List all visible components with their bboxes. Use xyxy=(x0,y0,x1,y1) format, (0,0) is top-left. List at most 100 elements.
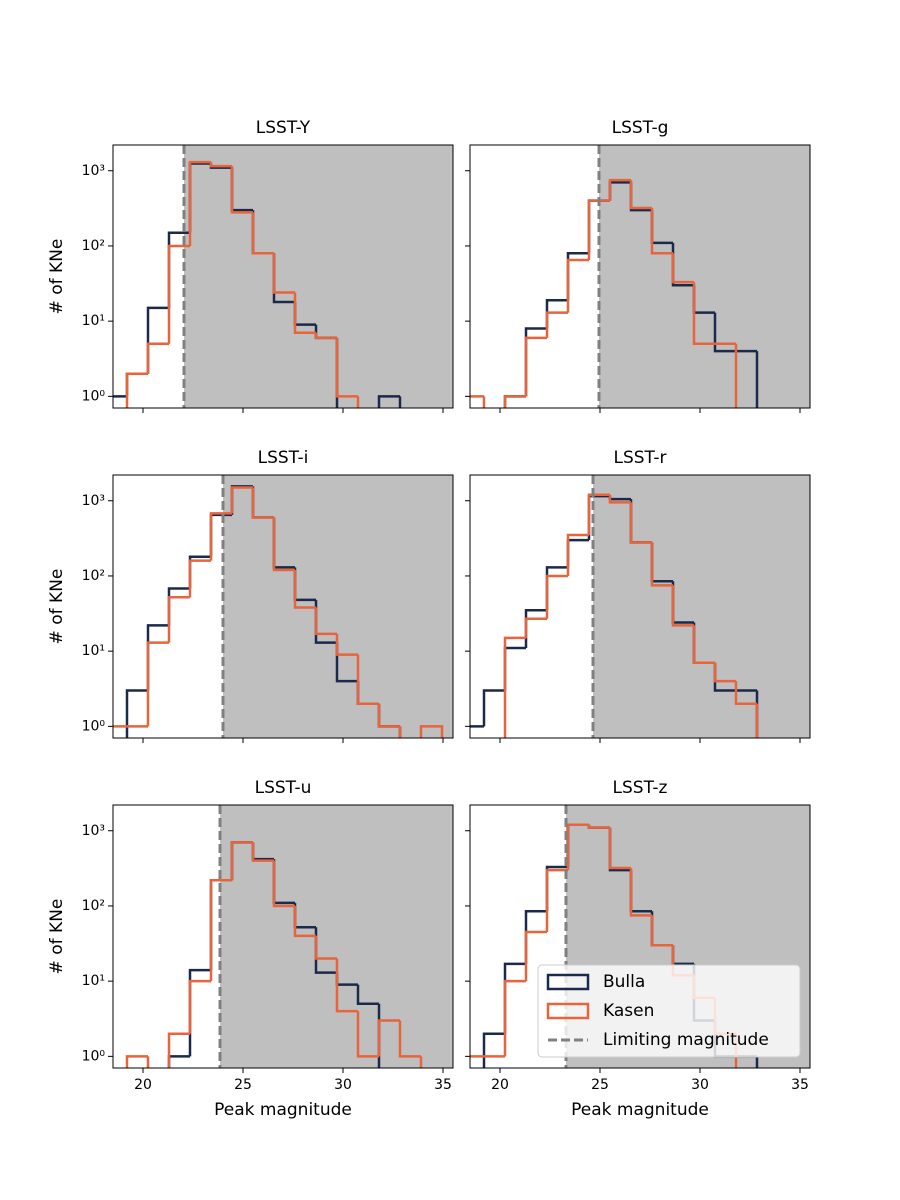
y-tick-label: 10³ xyxy=(82,823,105,839)
histogram-step xyxy=(629,180,652,210)
histogram-step xyxy=(524,930,547,982)
histogram-step xyxy=(587,199,610,261)
histogram-step xyxy=(692,625,715,665)
panel-title: LSST-r xyxy=(613,448,666,468)
histogram-step xyxy=(293,292,316,335)
histogram-step xyxy=(125,372,148,397)
histogram-step xyxy=(251,842,274,862)
x-axis-label: Peak magnitude xyxy=(214,1100,352,1120)
histogram-step xyxy=(629,502,652,544)
histogram-step xyxy=(314,607,337,636)
histogram-step xyxy=(671,585,694,627)
histogram-step xyxy=(566,823,589,871)
panel: LSST-z 20 25 30 35 Peak magnitude Bulla Kasen Li… xyxy=(465,778,811,1120)
axes-frame xyxy=(469,804,811,1069)
histogram-step xyxy=(377,703,400,728)
y-tick-label: 10³ xyxy=(82,493,105,509)
histogram-step xyxy=(209,512,232,561)
histogram-step xyxy=(713,662,736,683)
axes-frame xyxy=(112,804,454,1069)
histogram-step xyxy=(146,306,169,374)
y-axis-label: # of KNe xyxy=(47,569,67,645)
axes-frame xyxy=(469,474,811,739)
y-tick-label: 10³ xyxy=(82,163,105,179)
y-tick-label: 10¹ xyxy=(82,973,105,989)
histogram-step xyxy=(167,587,190,626)
histogram-step xyxy=(755,351,759,408)
panel-title: LSST-Y xyxy=(256,118,311,138)
histogram-step xyxy=(251,212,274,255)
histogram-step xyxy=(566,533,589,576)
histogram-step xyxy=(419,1056,423,1068)
histogram-step xyxy=(314,332,337,340)
histogram-step xyxy=(608,494,631,504)
histogram-step xyxy=(272,253,295,294)
y-tick-label: 10² xyxy=(82,238,105,254)
panel-title: LSST-u xyxy=(255,778,312,798)
histogram-step xyxy=(377,1019,400,1057)
panel: LSST-g xyxy=(465,118,811,413)
histogram-step xyxy=(755,1056,759,1068)
histogram-step xyxy=(167,244,190,344)
histogram-step xyxy=(251,487,274,519)
axes-frame xyxy=(112,474,454,739)
histogram-step xyxy=(398,726,402,738)
x-tick-label: 25 xyxy=(234,1077,252,1093)
histogram-step xyxy=(545,574,568,619)
legend-label: Bulla xyxy=(603,972,645,992)
histogram-step xyxy=(650,915,673,947)
y-tick-label: 10¹ xyxy=(82,643,105,659)
histogram-step xyxy=(356,396,360,408)
y-tick-label: 10² xyxy=(82,898,105,914)
histogram-step xyxy=(524,608,547,649)
histogram-step xyxy=(377,395,400,408)
panel-title: LSST-z xyxy=(613,778,668,798)
histogram-step xyxy=(188,968,211,1057)
histogram-step xyxy=(470,395,484,398)
y-axis-label: # of KNe xyxy=(47,239,67,315)
histogram-step xyxy=(230,486,253,514)
histogram-step xyxy=(503,395,526,408)
histogram-step xyxy=(167,1055,190,1068)
legend-box xyxy=(537,964,801,1058)
histogram-step xyxy=(419,725,444,738)
undetectable-region xyxy=(223,475,453,738)
histogram-step xyxy=(608,178,631,201)
histogram-step xyxy=(293,905,316,938)
histogram-step xyxy=(209,878,232,982)
histogram-step xyxy=(755,703,759,738)
histogram-step xyxy=(482,1032,505,1068)
legend: Bulla Kasen Limiting magnitude xyxy=(537,964,801,1058)
panel-title: LSST-g xyxy=(612,118,669,138)
histogram-step xyxy=(146,624,169,691)
histogram-step xyxy=(545,868,568,933)
histogram-step xyxy=(272,517,295,572)
axes-frame xyxy=(112,144,454,409)
panel-title: LSST-i xyxy=(258,448,309,468)
plot-area xyxy=(470,145,810,408)
panel: LSST-r xyxy=(465,448,811,743)
panel: LSST-i 10⁰ 10¹ 10² 10³ # of KNe xyxy=(47,448,454,743)
legend-label: Limiting magnitude xyxy=(603,1030,769,1050)
legend-swatch xyxy=(546,1002,590,1020)
histogram-step xyxy=(209,162,232,168)
panel: LSST-Y 10⁰ 10¹ 10² 10³ # of KNe xyxy=(47,118,454,413)
plot-area xyxy=(125,805,453,1068)
legend-swatch xyxy=(546,973,590,991)
x-tick-label: 35 xyxy=(434,1077,452,1093)
histogram-step xyxy=(482,689,505,727)
histogram-step xyxy=(587,493,610,536)
histogram-step xyxy=(356,654,379,705)
x-axis-label: Peak magnitude xyxy=(571,1100,709,1120)
histogram-step xyxy=(734,681,757,705)
x-tick-label: 30 xyxy=(691,1077,709,1093)
histogram-step xyxy=(524,336,547,397)
legend-label: Kasen xyxy=(603,1001,654,1021)
histogram-step xyxy=(188,559,211,598)
undetectable-region xyxy=(220,805,453,1068)
x-tick-label: 20 xyxy=(134,1077,152,1093)
histogram-step xyxy=(503,395,526,408)
histogram-step xyxy=(545,566,568,611)
histogram-step xyxy=(545,298,568,329)
plot-area xyxy=(470,475,810,738)
